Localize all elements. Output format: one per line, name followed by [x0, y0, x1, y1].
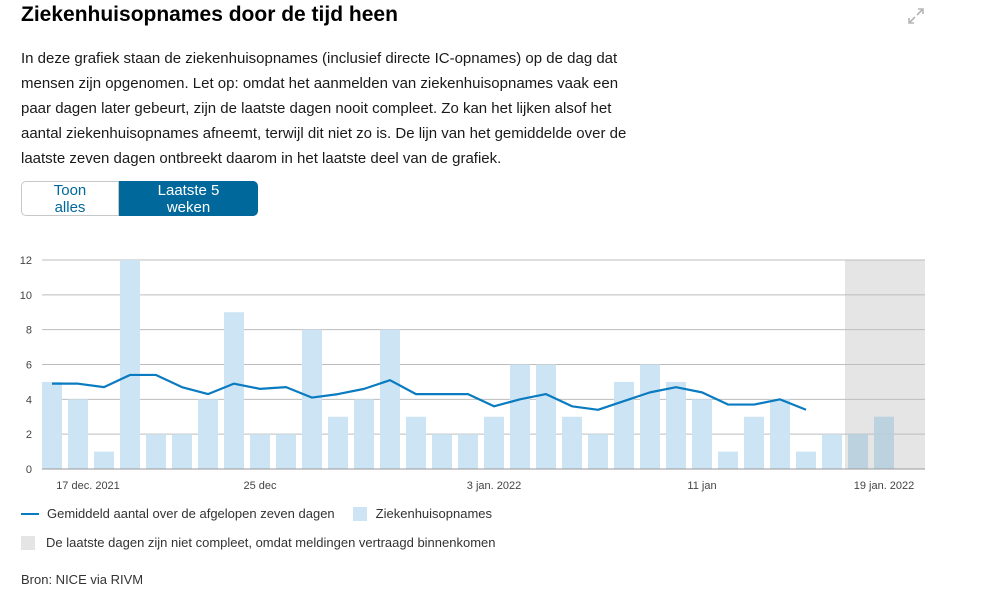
bar [250, 434, 270, 469]
x-tick-label: 25 dec [243, 480, 277, 492]
legend-incomplete-swatch [21, 535, 35, 550]
bar [510, 364, 530, 469]
show-all-button[interactable]: Toon alles [21, 181, 119, 216]
bar [224, 312, 244, 469]
expand-icon[interactable] [906, 6, 926, 26]
bar [744, 416, 764, 469]
y-tick-label: 4 [26, 394, 32, 406]
hospital-admissions-chart: 0 2 4 6 8 10 12 17 dec. 2021 25 dec 3 jan. 2022 11… [20, 255, 925, 492]
bar [432, 434, 452, 469]
y-tick-label: 8 [26, 325, 32, 337]
bar [354, 399, 374, 469]
bar [276, 434, 296, 469]
bar [588, 434, 608, 469]
legend-row-2: De laatste dagen zijn niet compleet, omd… [21, 535, 496, 550]
bar [146, 434, 166, 469]
bar [120, 260, 140, 469]
bar [614, 381, 634, 469]
bar [380, 329, 400, 469]
chart-title: Ziekenhuisopnames door de tijd heen [21, 3, 398, 26]
bar-incomplete-overlay [874, 416, 894, 469]
bar [692, 399, 712, 469]
bar [458, 434, 478, 469]
last-5-weeks-button[interactable]: Laatste 5 weken [119, 181, 258, 216]
bar [94, 451, 114, 469]
bar [718, 451, 738, 469]
bar [796, 451, 816, 469]
legend-line-swatch [21, 512, 39, 515]
bar [406, 416, 426, 469]
bar [328, 416, 348, 469]
y-tick-label: 6 [26, 360, 32, 372]
x-tick-label: 11 jan [687, 480, 716, 492]
x-tick-label: 19 jan. 2022 [854, 480, 915, 492]
bar [198, 399, 218, 469]
y-tick-label: 0 [26, 464, 32, 476]
bar [68, 399, 88, 469]
bar [42, 381, 62, 469]
legend-line-label: Gemiddeld aantal over de afgelopen zeven… [47, 506, 335, 521]
bar [640, 364, 660, 469]
bar [536, 364, 556, 469]
source-note: Bron: NICE via RIVM [21, 572, 144, 587]
y-tick-label: 2 [26, 429, 32, 441]
chart-description: In deze grafiek staan de ziekenhuisopnam… [21, 50, 627, 167]
bar [666, 381, 686, 469]
bar [484, 416, 504, 469]
legend-row-1: Gemiddeld aantal over de afgelopen zeven… [21, 506, 492, 521]
bar-incomplete-overlay [848, 434, 868, 469]
bar [770, 399, 790, 469]
bar [172, 434, 192, 469]
bar [822, 434, 842, 469]
x-tick-label: 17 dec. 2021 [56, 480, 120, 492]
range-toggle: Toon alles Laatste 5 weken [21, 181, 258, 216]
legend-bar-label: Ziekenhuisopnames [375, 506, 493, 521]
y-tick-label: 10 [20, 290, 32, 302]
y-tick-label: 12 [20, 255, 32, 267]
bar [562, 416, 582, 469]
legend-bar-swatch [352, 506, 367, 521]
bar [302, 329, 322, 469]
x-tick-label: 3 jan. 2022 [467, 480, 521, 492]
seven-day-average-line [52, 373, 807, 411]
legend-incomplete-label: De laatste dagen zijn niet compleet, omd… [46, 535, 496, 550]
